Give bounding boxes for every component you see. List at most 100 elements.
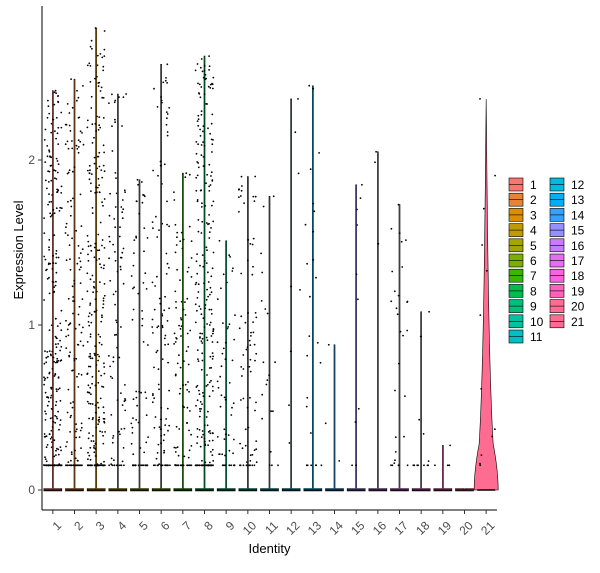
data-point-cluster-7: [176, 268, 179, 271]
data-point-cluster-3: [90, 39, 93, 42]
data-point-cluster-3: [94, 442, 97, 445]
data-point-cluster-1: [48, 292, 51, 295]
data-point-cluster-8: [207, 223, 209, 226]
data-point-cluster-3: [98, 184, 100, 187]
data-point-cluster-6: [165, 111, 168, 113]
data-point-cluster-10: [255, 352, 258, 355]
data-point-cluster-6: [152, 227, 154, 230]
x-tick-label: 8: [201, 518, 216, 533]
data-point-cluster-4: [121, 125, 123, 127]
data-point-cluster-6: [154, 285, 157, 287]
data-point-cluster-2: [77, 151, 80, 154]
data-point-cluster-8: [196, 161, 199, 163]
data-point-cluster-4: [111, 150, 114, 152]
data-point-cluster-8: [199, 96, 202, 99]
data-point-cluster-6: [161, 464, 164, 467]
data-point-cluster-3: [88, 464, 91, 467]
violin-cluster-11: [260, 196, 279, 492]
data-point-cluster-5: [138, 212, 141, 215]
data-point-cluster-5: [142, 341, 145, 343]
data-point-cluster-1: [44, 435, 47, 438]
data-point-cluster-4: [119, 226, 121, 229]
data-point-cluster-8: [198, 428, 201, 431]
data-point-cluster-9: [228, 382, 231, 384]
x-tick-label: 19: [435, 518, 455, 538]
data-point-cluster-2: [70, 414, 72, 417]
data-point-cluster-10: [254, 195, 257, 198]
data-point-cluster-2: [68, 169, 71, 172]
data-point-cluster-4: [108, 355, 110, 357]
data-point-cluster-8: [196, 174, 199, 177]
data-point-cluster-2: [66, 441, 68, 443]
data-point-cluster-8: [210, 451, 212, 453]
data-point-cluster-9: [232, 452, 235, 455]
data-point-cluster-8: [212, 464, 215, 467]
data-point-cluster-8: [194, 321, 197, 324]
data-point-cluster-1: [57, 256, 60, 259]
data-point-cluster-6: [159, 160, 162, 163]
data-point-cluster-4: [114, 226, 117, 229]
data-point-cluster-8: [211, 204, 213, 207]
data-point-cluster-2: [75, 430, 77, 433]
data-point-cluster-10: [239, 442, 242, 445]
data-point-cluster-17: [398, 232, 401, 235]
legend-label-cluster-21: 21: [571, 315, 585, 329]
violin-cluster-6: [151, 64, 171, 492]
data-point-cluster-9: [216, 298, 219, 301]
data-point-cluster-1: [52, 356, 55, 359]
data-point-cluster-8: [203, 65, 206, 67]
data-point-cluster-3: [88, 391, 91, 394]
data-point-cluster-8: [200, 232, 203, 234]
data-point-cluster-3: [94, 447, 97, 450]
data-point-cluster-11: [268, 374, 270, 377]
data-point-cluster-8: [203, 437, 206, 440]
data-point-cluster-10: [240, 272, 243, 275]
data-point-cluster-17: [406, 329, 409, 332]
data-point-cluster-2: [80, 331, 83, 334]
data-point-cluster-3: [99, 430, 101, 433]
data-point-cluster-3: [91, 403, 94, 405]
data-point-cluster-3: [102, 267, 105, 270]
data-point-cluster-2: [65, 319, 67, 322]
data-point-cluster-1: [60, 185, 63, 188]
data-point-cluster-4: [120, 326, 122, 328]
data-point-cluster-5: [132, 417, 134, 419]
data-point-cluster-4: [108, 257, 110, 260]
data-point-cluster-1: [57, 143, 60, 146]
data-point-cluster-10: [248, 339, 251, 342]
data-point-cluster-8: [210, 313, 213, 315]
data-point-cluster-1: [46, 116, 49, 119]
data-point-cluster-8: [200, 189, 203, 192]
data-point-cluster-1: [53, 91, 56, 94]
data-point-cluster-3: [95, 364, 98, 366]
data-point-cluster-13: [312, 230, 315, 233]
data-point-cluster-3: [91, 382, 93, 385]
data-point-cluster-8: [202, 317, 205, 320]
data-point-cluster-1: [47, 105, 50, 108]
data-point-cluster-3: [87, 240, 90, 243]
data-point-cluster-18: [417, 464, 419, 467]
data-point-cluster-7: [179, 387, 182, 390]
data-point-cluster-3: [86, 126, 89, 129]
data-point-cluster-3: [99, 335, 102, 338]
data-point-cluster-3: [93, 310, 96, 313]
data-point-cluster-1: [57, 359, 60, 362]
data-point-cluster-13: [313, 210, 316, 213]
data-point-cluster-6: [152, 394, 154, 397]
x-axis-title: Identity: [249, 541, 291, 556]
data-point-cluster-8: [195, 189, 198, 192]
data-point-cluster-9: [228, 449, 231, 452]
violin-cluster-2: [65, 78, 84, 492]
data-point-cluster-9: [223, 464, 225, 467]
data-point-cluster-1: [56, 160, 59, 162]
data-point-cluster-2: [71, 369, 73, 372]
data-point-cluster-4: [120, 464, 123, 467]
data-point-cluster-6: [153, 87, 155, 90]
data-point-cluster-10: [253, 464, 256, 467]
data-point-cluster-17: [394, 389, 396, 392]
data-point-cluster-8: [203, 440, 206, 443]
data-point-cluster-8: [198, 92, 200, 94]
data-point-cluster-3: [98, 341, 101, 344]
data-point-cluster-6: [157, 325, 160, 327]
